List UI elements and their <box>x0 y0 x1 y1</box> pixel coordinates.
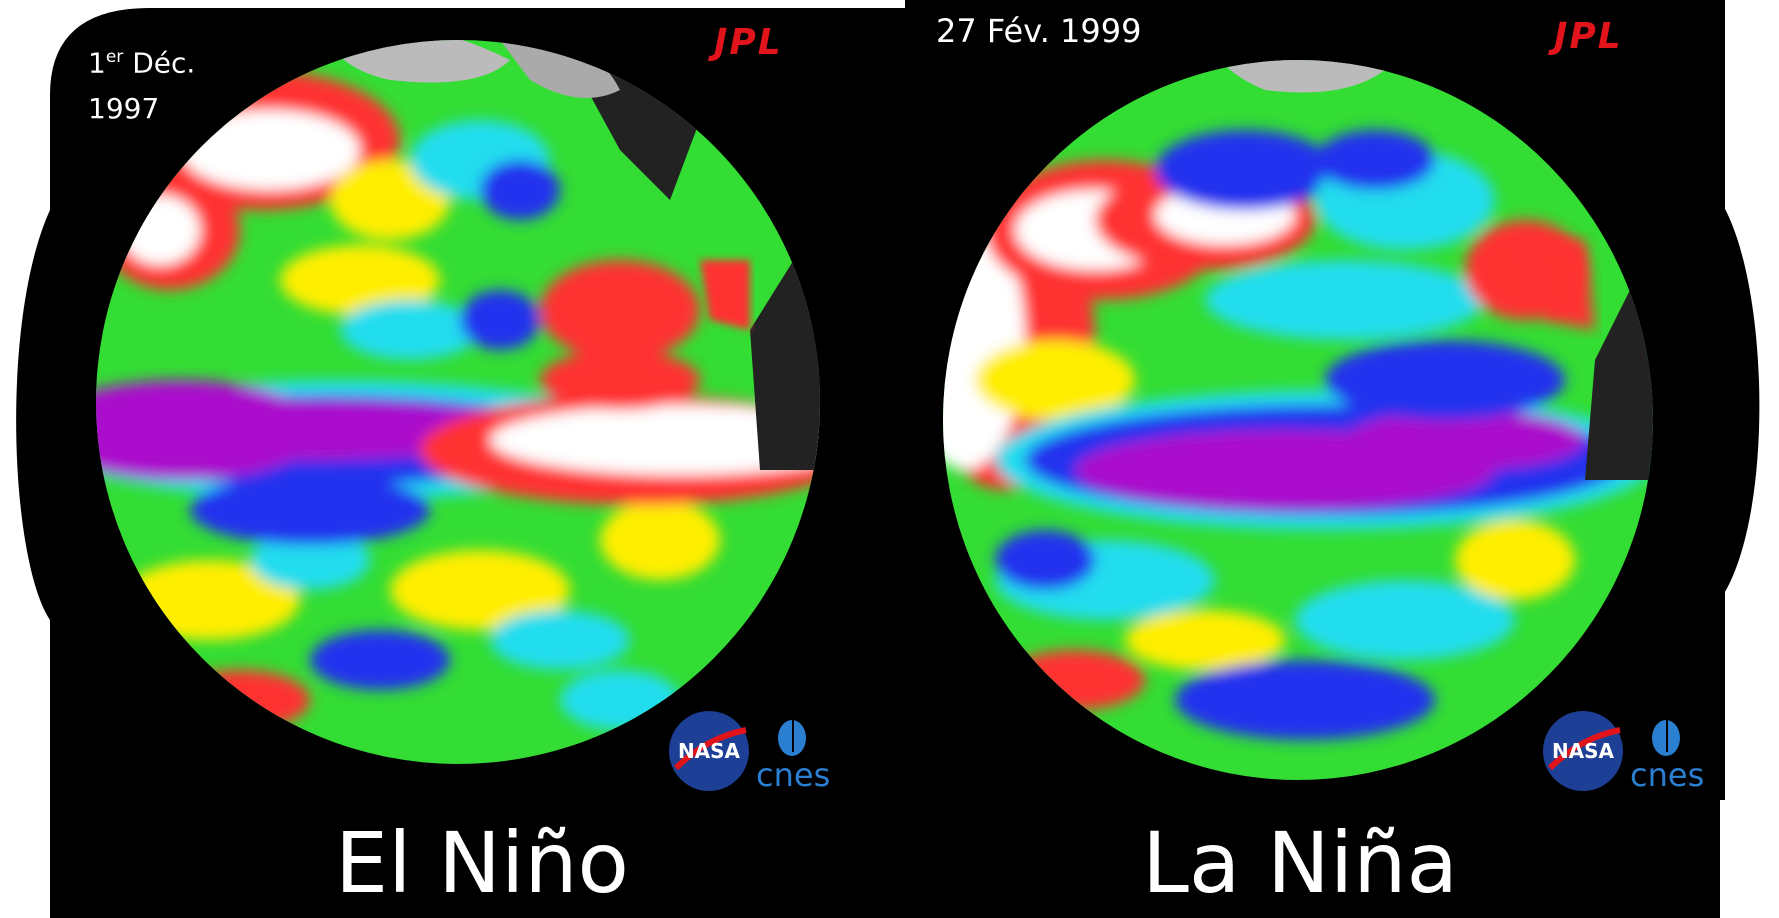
cnes-logo-text: cnes <box>756 756 830 792</box>
el-nino-globe <box>96 40 820 764</box>
el-nino-title: El Niño <box>335 814 629 912</box>
nasa-logo: NASA <box>669 711 749 791</box>
la-nina-globe <box>905 0 1725 800</box>
nasa-logo-text: NASA <box>678 739 741 763</box>
jpl-logo: JPL <box>714 22 783 63</box>
el-nino-date-year: 1997 <box>88 92 160 126</box>
cnes-logo-text: cnes <box>1630 756 1704 792</box>
la-nina-date: 27 Fév. 1999 <box>928 8 1150 54</box>
jpl-logo: JPL <box>1554 16 1623 57</box>
el-nino-date-day: 1 <box>88 46 106 80</box>
el-nino-date-month: Déc. <box>132 46 196 80</box>
nasa-logo: NASA <box>1543 711 1623 791</box>
nasa-logo-text: NASA <box>1552 739 1615 763</box>
cnes-logo: cnes <box>1630 712 1704 792</box>
el-nino-date: 1er Déc. 1997 <box>88 34 195 132</box>
la-nina-title: La Niña <box>1142 814 1458 912</box>
cnes-logo: cnes <box>756 712 830 792</box>
el-nino-date-ordinal: er <box>105 47 124 67</box>
